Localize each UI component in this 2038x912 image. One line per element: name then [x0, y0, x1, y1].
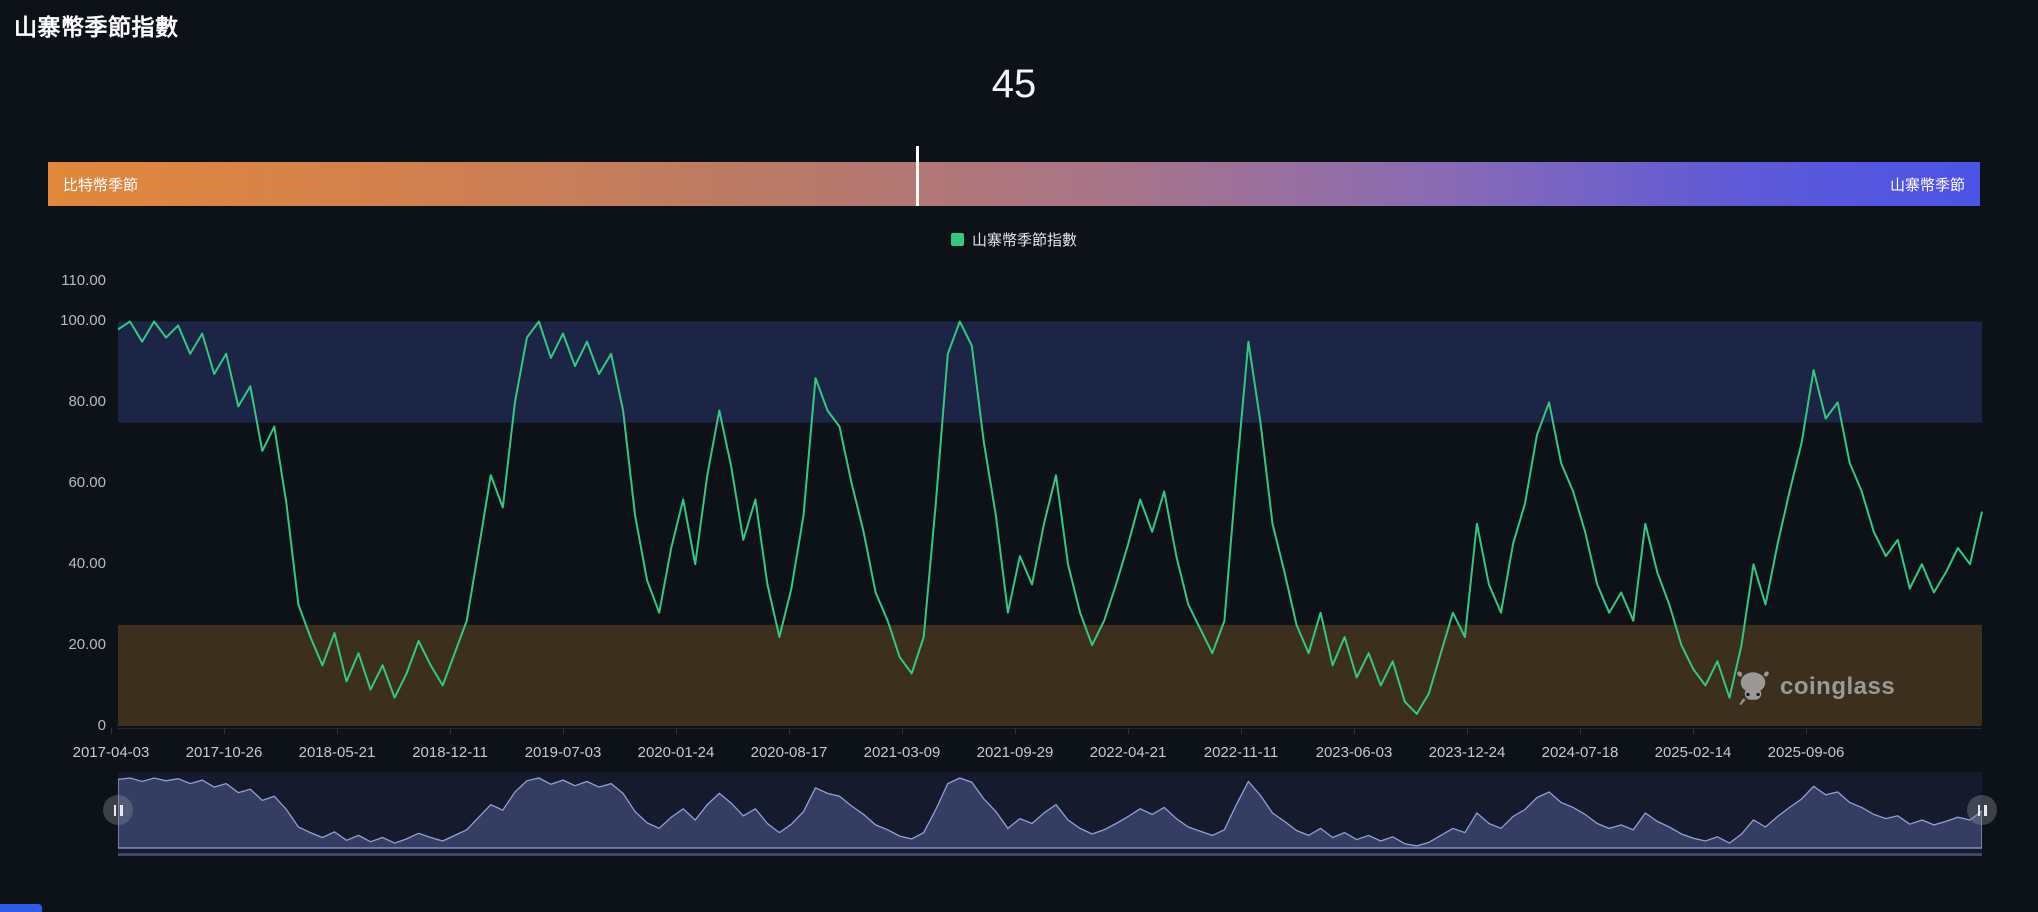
y-axis-tick-label: 110.00	[61, 272, 106, 289]
x-axis-tick	[902, 728, 903, 734]
x-axis-tick-label: 2025-02-14	[1654, 744, 1732, 761]
x-axis-tick	[563, 728, 564, 734]
bitcoin-season-label: 比特幣季節	[63, 176, 139, 194]
page-title: 山寨幣季節指數	[14, 14, 179, 40]
x-axis-tick-label: 2017-04-03	[72, 744, 150, 761]
x-axis-tick-label: 2024-07-18	[1541, 744, 1619, 761]
x-axis-tick	[789, 728, 790, 734]
x-axis-tick	[337, 728, 338, 734]
x-axis-tick	[676, 728, 677, 734]
x-axis-tick	[224, 728, 225, 734]
navigator-area-series	[118, 777, 1982, 849]
x-axis-tick-label: 2023-12-24	[1428, 744, 1506, 761]
x-axis-tick-label: 2023-06-03	[1315, 744, 1393, 761]
y-axis-tick-label: 60.00	[68, 474, 106, 492]
x-axis-tick-label: 2022-04-21	[1089, 744, 1167, 761]
pause-bars-icon	[120, 804, 123, 816]
x-axis-tick	[1580, 728, 1581, 734]
bitcoin-season-zone	[118, 624, 1982, 726]
coinglass-watermark: coinglass	[1735, 668, 1895, 706]
x-axis-tick-label: 2017-10-26	[185, 744, 263, 761]
x-axis-tick-label: 2018-05-21	[298, 744, 376, 761]
range-navigator[interactable]	[103, 772, 1997, 856]
x-axis-tick-label: 2020-01-24	[637, 744, 715, 761]
y-axis-tick-label: 100.00	[60, 312, 106, 330]
altcoin-season-label: 山寨幣季節	[1889, 176, 1965, 194]
pause-bars-icon	[113, 804, 116, 816]
legend-label: 山寨幣季節指數	[971, 232, 1077, 249]
x-axis-tick	[1241, 728, 1242, 734]
x-axis-tick-label: 2020-08-17	[750, 744, 828, 761]
pause-bars-icon	[1984, 804, 1987, 816]
navigator-right-handle[interactable]	[1967, 795, 1997, 825]
season-gauge-bar: 比特幣季節 山寨幣季節	[48, 162, 1980, 206]
x-axis-line	[118, 728, 1982, 729]
coinglass-bull-icon	[1737, 671, 1769, 705]
x-axis-tick	[1128, 728, 1129, 734]
x-axis-tick-label: 2019-07-03	[524, 744, 602, 761]
gauge-marker	[916, 146, 919, 206]
watermark-label: coinglass	[1780, 673, 1896, 700]
altseason-index-line	[117, 320, 1983, 715]
x-axis-tick	[1015, 728, 1016, 734]
y-axis-tick-label: 80.00	[68, 393, 106, 411]
x-axis-tick	[1693, 728, 1694, 734]
navigator-left-handle[interactable]	[103, 795, 133, 825]
y-axis-tick-label: 40.00	[68, 555, 106, 573]
x-axis-tick-label: 2021-03-09	[863, 744, 941, 761]
chart-legend[interactable]: 山寨幣季節指數	[48, 229, 1980, 250]
x-axis-tick	[1806, 728, 1807, 734]
pause-bars-icon	[1977, 804, 1980, 816]
x-axis-tick-label: 2021-09-29	[976, 744, 1054, 761]
bottom-left-partial-element[interactable]	[0, 904, 42, 912]
legend-swatch-icon	[950, 233, 964, 246]
x-axis-tick-label: 2018-12-11	[412, 744, 488, 761]
x-axis-tick	[450, 728, 451, 734]
navigator-chart-svg	[118, 777, 1982, 849]
altcoin-season-zone	[118, 321, 1982, 423]
x-axis-tick	[1354, 728, 1355, 734]
y-axis-tick-label: 20.00	[68, 636, 106, 654]
x-axis-tick	[1467, 728, 1468, 734]
x-axis-tick	[111, 728, 112, 734]
x-axis-tick-label: 2025-09-06	[1767, 744, 1845, 761]
gauge-current-value: 45	[991, 62, 1037, 106]
y-axis-tick-label: 0	[97, 717, 106, 734]
x-axis-tick-label: 2022-11-11	[1203, 744, 1279, 761]
